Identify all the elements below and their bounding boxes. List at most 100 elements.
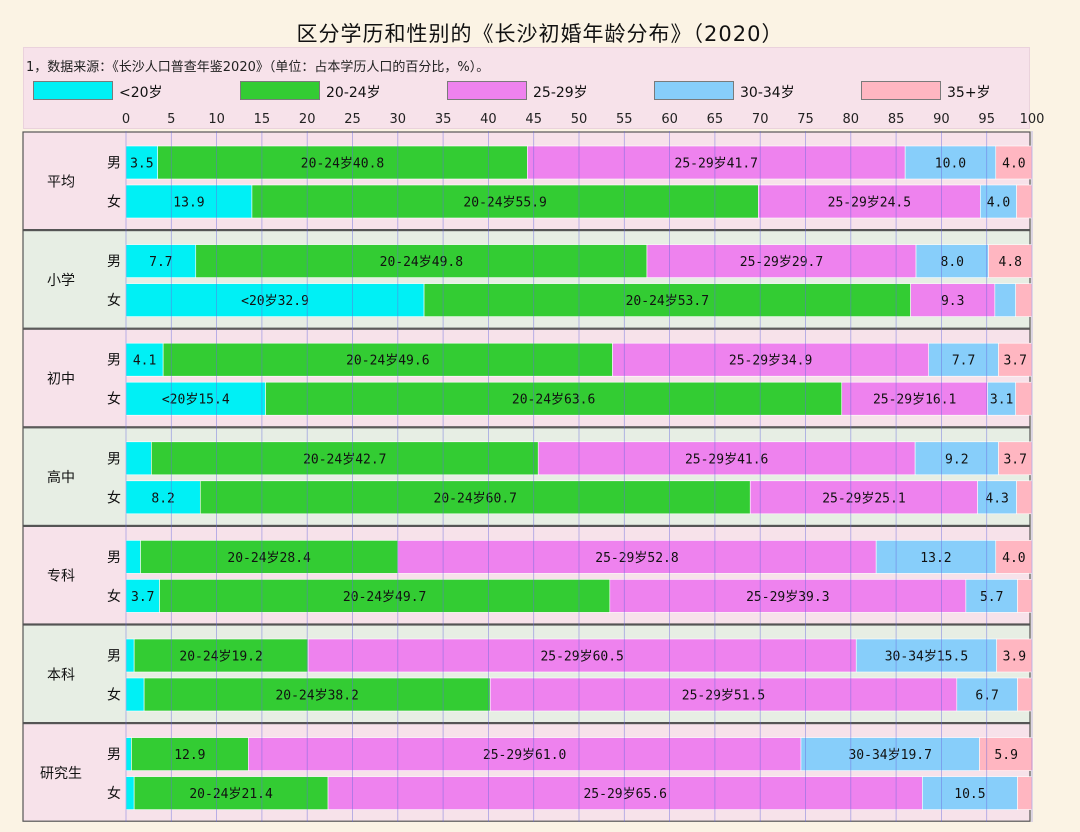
data-label: 12.9 [174,748,205,763]
bar-segment-35- [1015,283,1033,317]
data-label: 25-29岁39.3 [746,590,829,605]
data-label: 20-24岁42.7 [303,452,386,467]
data-label: 8.2 [151,491,174,506]
bar-segment-25-29- [537,441,916,476]
category-label: 小学 [47,273,75,289]
sex-label: 女 [107,194,121,211]
bar-segment-20-24- [143,677,491,712]
data-label: 25-29岁65.6 [583,787,666,802]
data-label: 20-24岁55.9 [463,196,546,211]
data-label: 10.5 [954,787,985,802]
bar-segment-30-34- [956,677,1018,712]
category-label: 高中 [47,469,75,486]
x-tick-label: 10 [208,112,225,127]
bar-segment--20- [125,579,160,613]
data-label: 8.0 [941,255,964,270]
data-label: <20岁15.4 [162,393,230,408]
data-label: 4.0 [1002,551,1025,566]
data-label: 4.1 [133,354,156,369]
data-label: 20-24岁63.6 [512,393,595,408]
data-label: 3.7 [1003,452,1026,467]
bar-segment-35- [1017,579,1033,613]
bar-segment-35- [1017,776,1033,810]
bar-segment-20-24- [131,737,249,771]
bar-segment-25-29- [841,381,988,416]
sex-label: 女 [107,785,121,802]
bar-segment-35- [998,441,1033,476]
data-label: 30-34岁19.7 [848,748,931,763]
data-label: 20-24岁49.6 [346,354,429,369]
data-label: 7.7 [952,354,975,369]
data-label: 13.2 [920,551,951,566]
x-tick-label: 95 [978,112,995,127]
data-label: 9.2 [945,452,968,467]
data-label: 20-24岁49.7 [343,590,426,605]
data-label: 20-24岁19.2 [179,650,262,665]
x-tick-label: 80 [843,112,860,127]
bar-segment-25-29- [609,579,967,613]
x-tick-label: 15 [254,112,271,127]
bar-segment-35- [988,244,1033,278]
bar-segment-25-29- [527,145,906,180]
data-label: 5.9 [994,748,1017,763]
bar-segment-30-34- [994,283,1016,317]
sex-label: 男 [107,550,121,566]
chart-subtitle: 1，数据来源：《长沙人口普查年鉴2020》（单位：占本学历人口的百分比，%）。 [26,60,490,75]
bar-segment-35- [1016,184,1033,219]
category-label: 平均 [47,174,75,190]
data-label: 25-29岁29.7 [740,255,823,270]
bar-segment-20-24- [157,145,528,180]
x-tick-label: 55 [616,112,633,127]
category-label: 专科 [47,569,75,585]
legend-swatch [447,81,527,100]
bar-segment-30-34- [904,145,997,180]
data-label: 4.8 [999,255,1022,270]
sex-label: 男 [107,254,121,270]
bar-segment-30-34- [800,737,980,771]
bar-segment-25-29- [612,342,930,377]
legend-label: 25-29岁 [533,85,588,101]
category-label: 本科 [47,667,75,683]
data-label: 4.0 [1002,157,1025,172]
bar-segment--20- [125,480,201,515]
data-label: 10.0 [935,157,966,172]
data-label: 25-29岁51.5 [682,689,765,704]
bar-segment-20-24- [251,184,759,219]
legend-swatch [861,81,941,100]
chart-title: 区分学历和性别的《长沙初婚年龄分布》（2020） [296,22,784,46]
bar-segment--20- [125,540,141,574]
data-label: 25-29岁52.8 [595,551,678,566]
data-label: 30-34岁15.5 [885,650,968,665]
bar-segment-35- [979,737,1034,771]
bar-segment-25-29- [327,776,923,810]
bar-segment-25-29- [397,540,877,574]
x-tick-label: 65 [707,112,724,127]
data-label: 20-24岁40.8 [301,157,384,172]
bar-segment-35- [1017,677,1033,712]
data-label: 20-24岁49.8 [380,255,463,270]
data-label: 3.5 [130,157,153,172]
sex-label: 女 [107,687,121,704]
x-tick-label: 35 [435,112,452,127]
data-label: 25-29岁25.1 [822,491,905,506]
legend-label: 35+岁 [947,85,991,101]
bar-segment-25-29- [307,638,857,673]
x-tick-label: 60 [661,112,678,127]
x-tick-label: 45 [525,112,542,127]
data-label: 4.3 [985,491,1008,506]
bar-segment-35- [1015,381,1033,416]
legend-label: 20-24岁 [326,85,381,101]
x-tick-label: 40 [480,112,497,127]
bar-segment-20-24- [151,441,539,476]
data-label: 20-24岁53.7 [626,294,709,309]
bar-segment-35- [996,638,1033,673]
data-label: <20岁32.9 [241,294,309,309]
bar-segment-30-34- [965,579,1018,613]
data-label: 25-29岁41.7 [675,157,758,172]
sex-label: 女 [107,391,121,408]
data-label: 20-24岁21.4 [189,787,273,802]
legend-swatch [33,81,113,100]
bar-segment-20-24- [199,480,751,515]
data-label: 3.7 [131,590,154,605]
